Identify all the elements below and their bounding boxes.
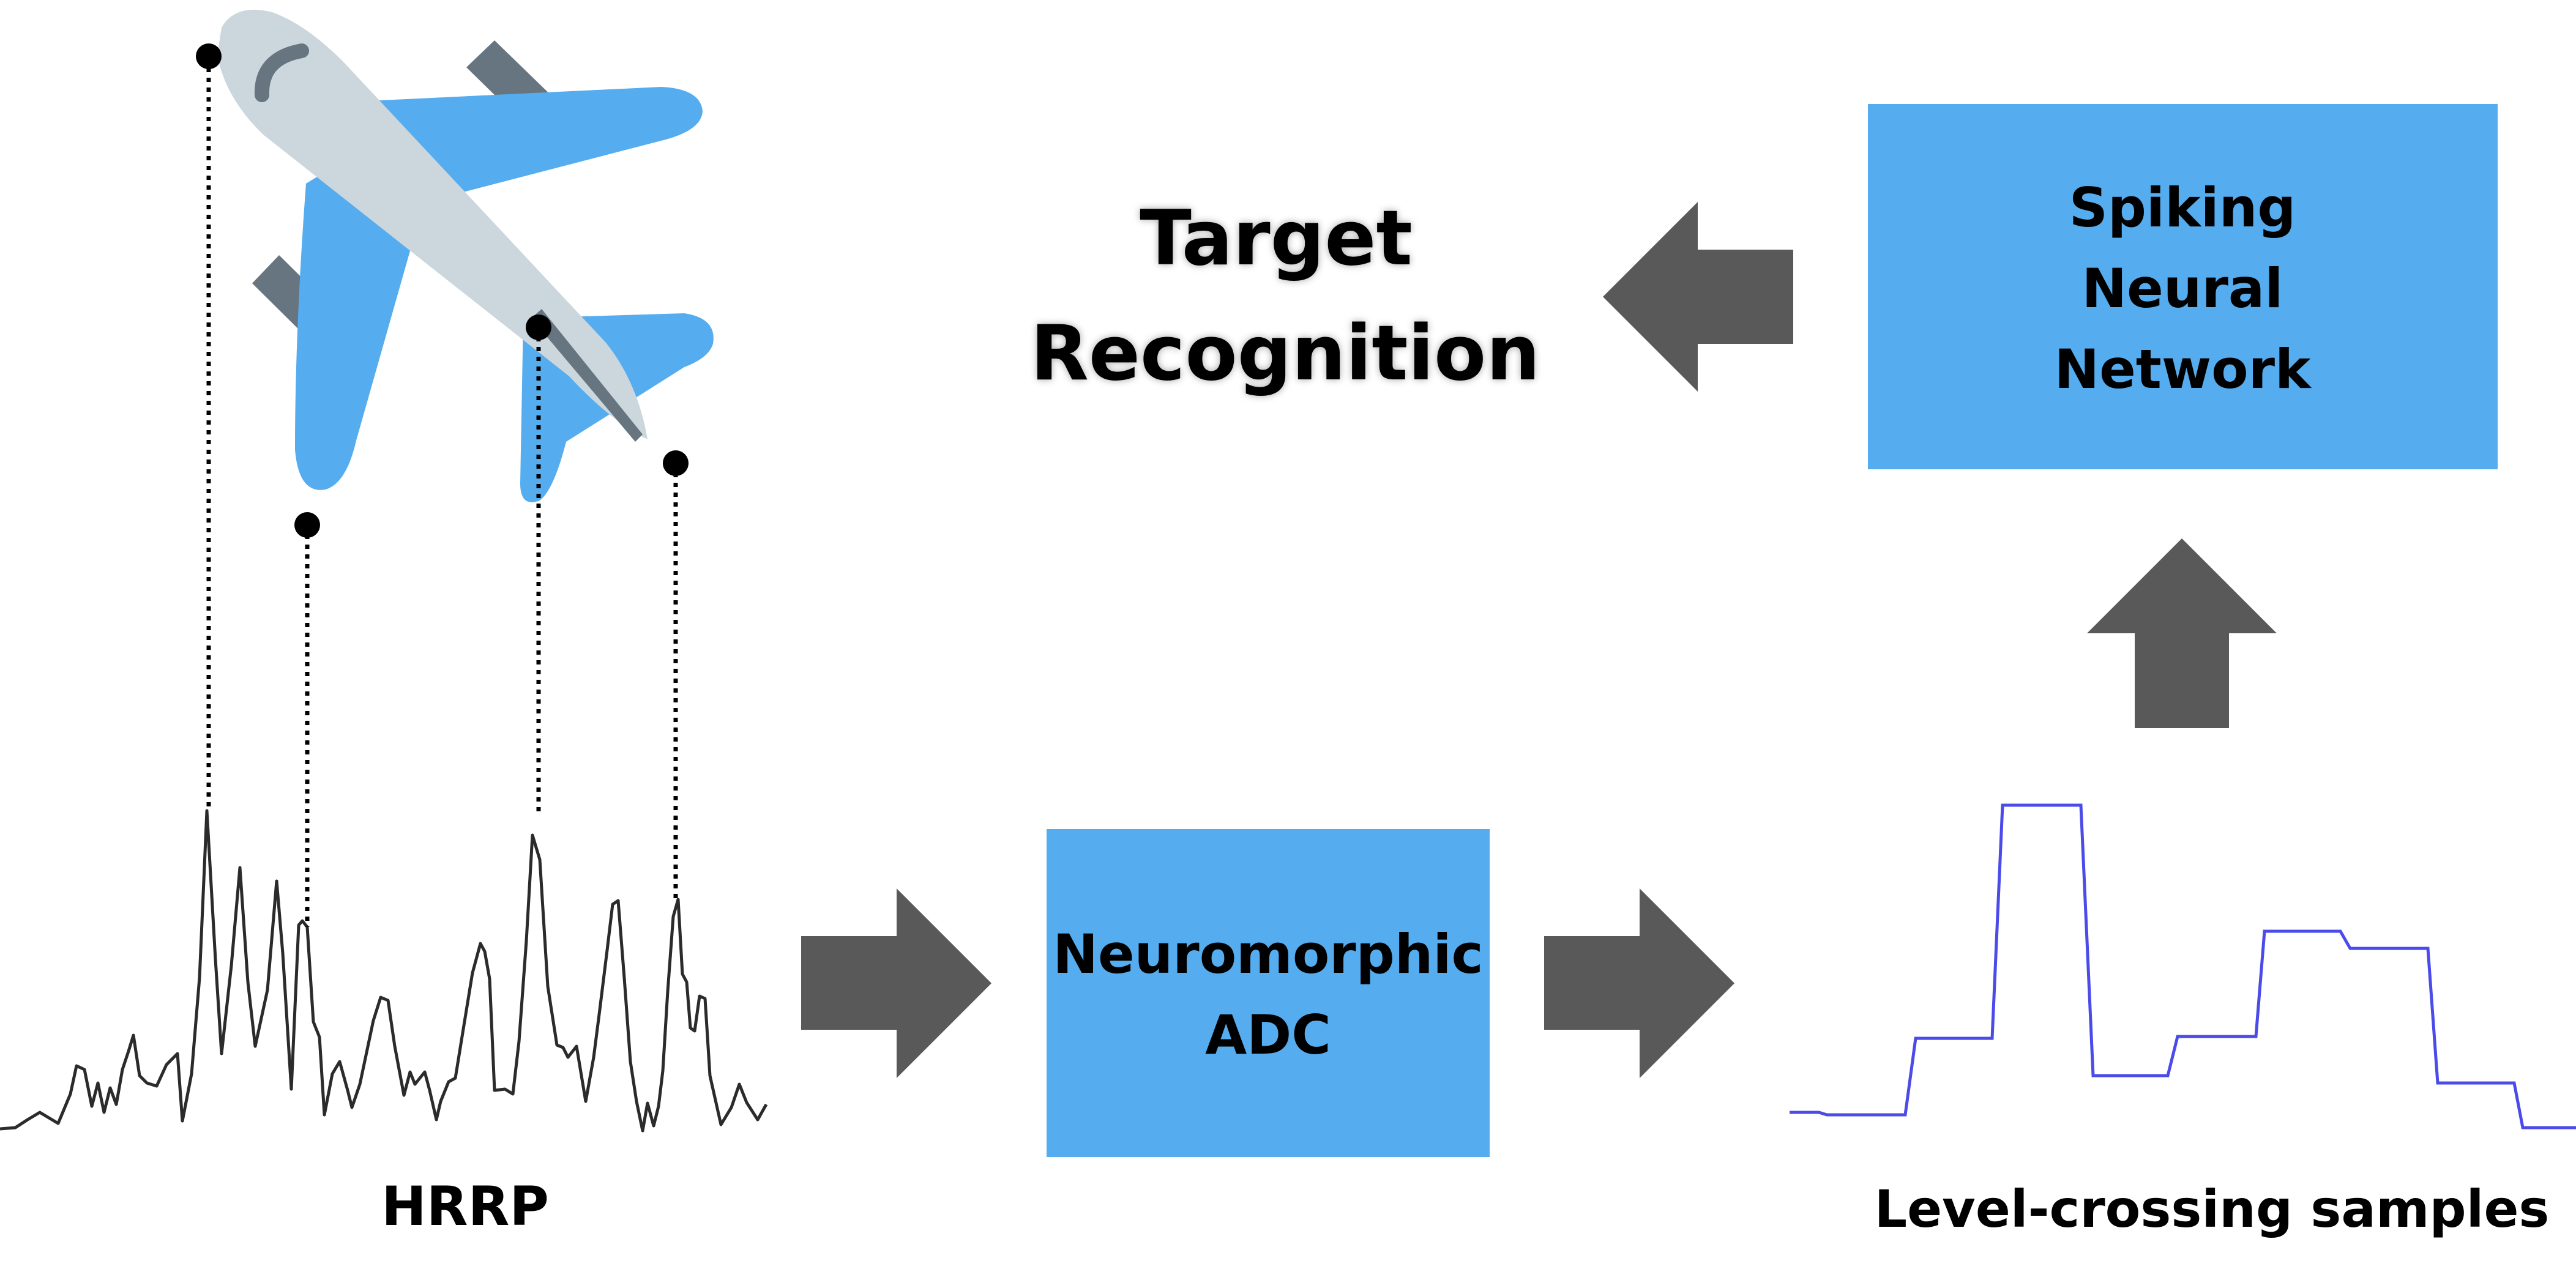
scatterer-dot <box>526 314 551 340</box>
hrrp-waveform <box>0 809 768 1133</box>
level-crossing-waveform <box>1790 803 2576 1129</box>
scatterer-markers <box>196 43 689 538</box>
snn-box-fill <box>1868 104 2498 469</box>
adc-label-line1: Neuromorphic <box>1053 923 1483 986</box>
title-line2: Recognition <box>1030 310 1540 398</box>
scatterer-projection-lines <box>206 58 678 927</box>
airplane-icon <box>217 9 714 502</box>
adc-label-line2: ADC <box>1205 1003 1331 1066</box>
scatterer-dot <box>294 512 320 538</box>
scatterer-dot <box>663 450 689 476</box>
aircraft-upper-wing <box>367 87 703 202</box>
neuromorphic-adc-box: Neuromorphic ADC <box>1047 829 1490 1157</box>
page-title: Target Recognition <box>1030 195 1540 398</box>
adc-box-fill <box>1047 829 1490 1157</box>
level-crossing-label: Level-crossing samples <box>1875 1179 2550 1239</box>
aircraft-main-wing <box>295 150 410 490</box>
title-line1: Target <box>1140 195 1413 283</box>
snn-label-line2: Neural <box>2082 257 2283 320</box>
hrrp-label: HRRP <box>381 1175 549 1238</box>
arrow-up-icon <box>2087 538 2277 728</box>
scatterer-dot <box>196 43 222 69</box>
arrow-left-icon <box>1603 202 1793 392</box>
aircraft-cockpit <box>254 43 309 102</box>
spiking-neural-network-box: Spiking Neural Network <box>1868 104 2498 469</box>
arrow-right-icon <box>1544 888 1734 1078</box>
aircraft-stripe <box>531 309 643 442</box>
arrow-right-icon <box>801 888 991 1078</box>
snn-label-line3: Network <box>2054 338 2312 401</box>
snn-label-line1: Spiking <box>2069 176 2296 239</box>
